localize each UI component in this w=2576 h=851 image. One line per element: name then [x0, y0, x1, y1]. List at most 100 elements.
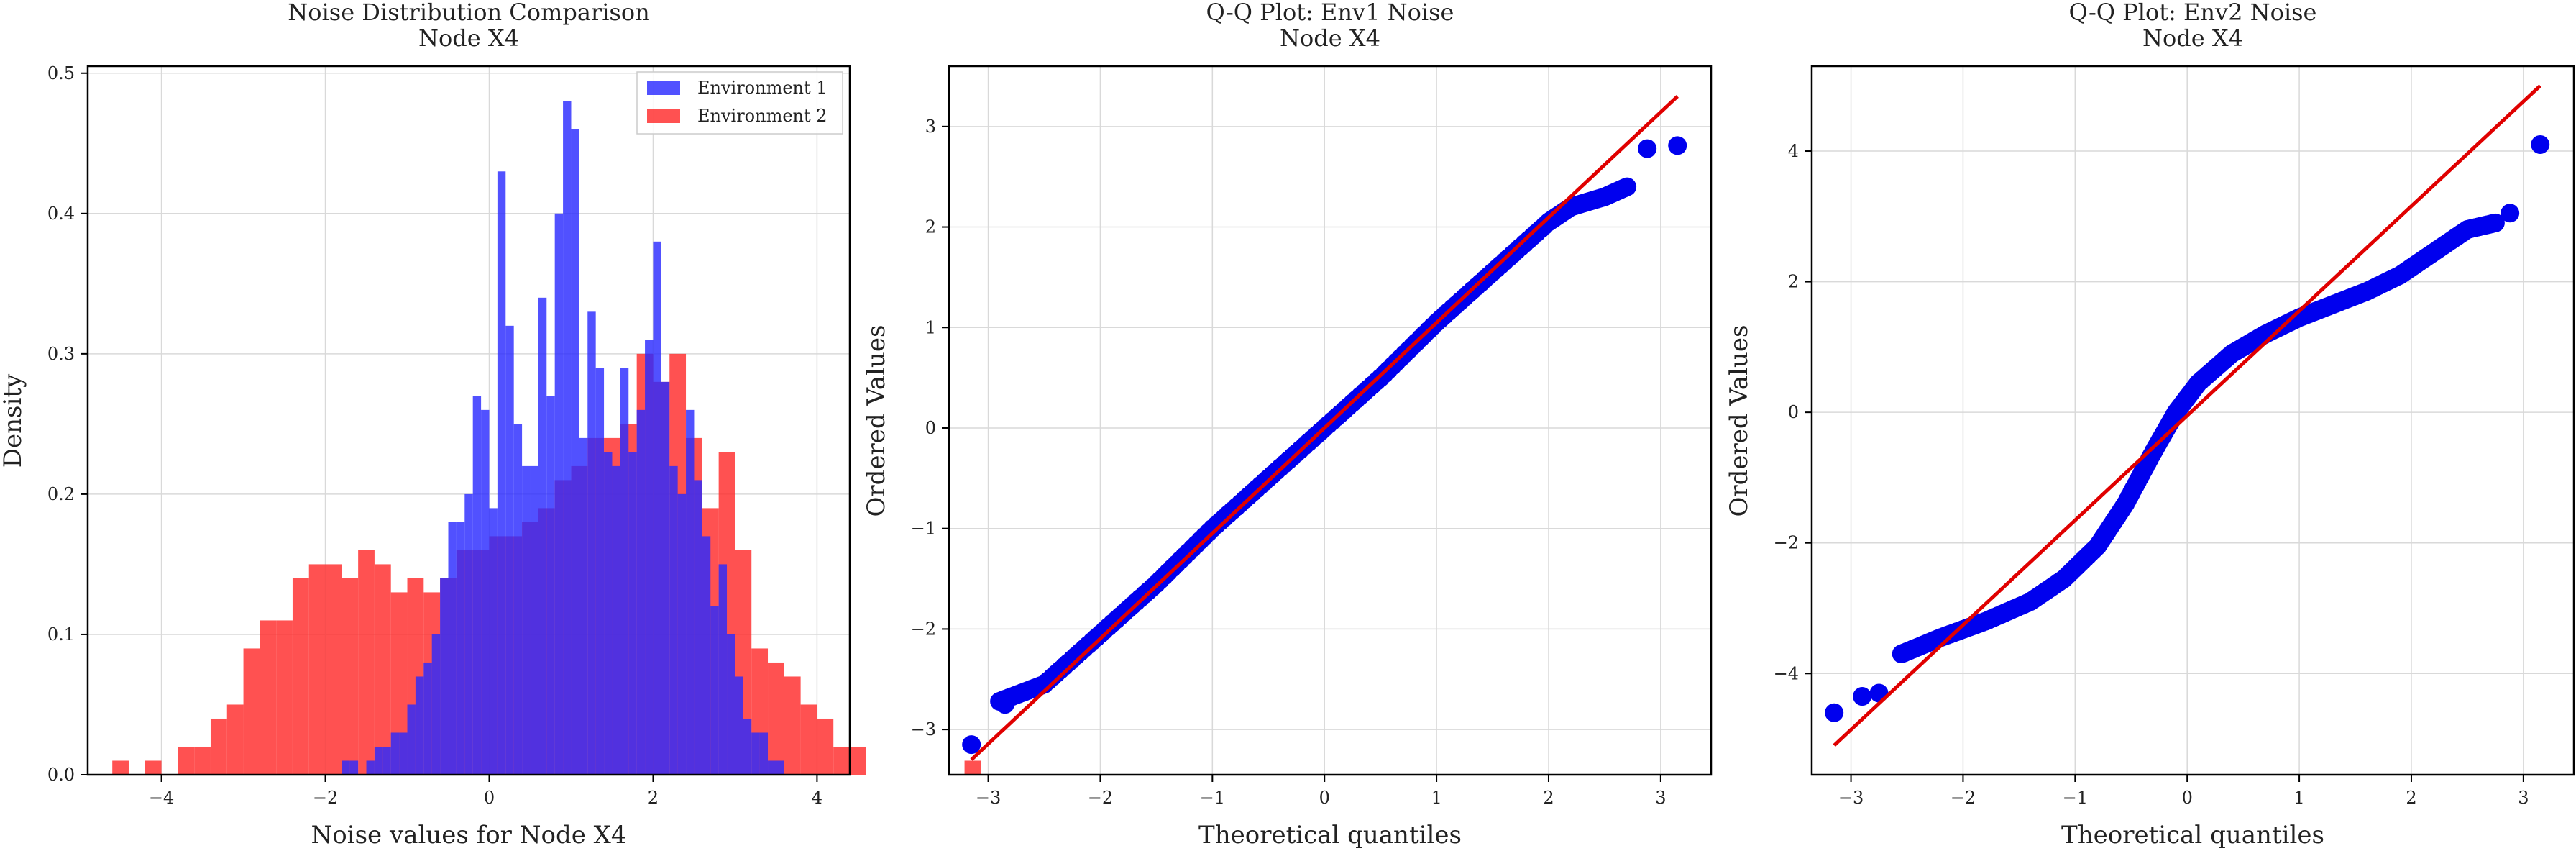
histogram-bar — [194, 746, 211, 775]
legend-swatch-environment-2 — [647, 109, 680, 123]
histogram-bar — [366, 760, 375, 775]
histogram-bar — [112, 760, 129, 775]
x-tick-label: 1 — [2293, 788, 2304, 808]
histogram-bar — [210, 718, 227, 775]
histogram-bar — [850, 746, 866, 775]
histogram-bar — [349, 760, 359, 775]
histogram-bar — [440, 578, 449, 775]
histogram-bar — [497, 171, 506, 775]
qq-env2-grid — [1812, 66, 2574, 775]
y-tick-label: −2 — [1774, 533, 1799, 553]
histogram-bar — [513, 424, 523, 775]
x-tick-label: 2 — [2406, 788, 2416, 808]
x-tick-label: 2 — [648, 788, 659, 808]
x-tick-label: −2 — [1951, 788, 1976, 808]
qq-outlier-point — [1825, 703, 1844, 722]
qq-reference-line — [1833, 84, 2541, 747]
y-tick-label: 0.2 — [47, 484, 75, 504]
y-tick-label: −1 — [911, 519, 936, 539]
histogram-x-axis-label: Noise values for Node X4 — [311, 821, 627, 850]
x-tick-label: 0 — [484, 788, 495, 808]
histogram-bar — [784, 676, 801, 775]
y-tick-label: 0.4 — [47, 204, 75, 224]
histogram-bar — [612, 465, 620, 775]
y-tick-label: 0.5 — [47, 63, 75, 83]
y-tick-label: 0.1 — [47, 624, 75, 645]
histogram-bar — [595, 368, 605, 775]
histogram-bar — [538, 297, 547, 775]
qq-env2-ticks: −3 −2 −1 0 1 2 3 −4 −2 0 2 4 — [1774, 141, 2529, 808]
histogram-bar — [686, 409, 695, 775]
qq-outlier-point — [1668, 136, 1687, 155]
x-tick-label: −3 — [976, 788, 1001, 808]
x-tick-label: −3 — [1838, 788, 1864, 808]
histogram-bar — [587, 311, 596, 775]
qq-env1-y-axis-label: Ordered Values — [862, 324, 891, 516]
histogram-bar — [579, 437, 588, 775]
histogram-bar — [546, 396, 555, 775]
histogram-bar — [563, 101, 572, 775]
histogram-bar — [964, 760, 981, 775]
histogram-bar — [833, 746, 850, 775]
histogram-bar — [178, 746, 195, 775]
histogram-bar — [390, 732, 400, 775]
qq-outlier-point — [1638, 139, 1657, 158]
y-tick-label: 4 — [1788, 141, 1799, 161]
histogram-bar — [374, 564, 391, 775]
histogram-bar — [571, 129, 579, 775]
histogram-bar — [620, 368, 629, 775]
y-tick-label: 3 — [925, 117, 936, 137]
qq-env2-fit-line — [1833, 84, 2541, 747]
histogram-legend: Environment 1 Environment 2 — [636, 71, 843, 135]
x-tick-label: 1 — [1431, 788, 1441, 808]
qq-outlier-point — [962, 735, 981, 755]
x-tick-label: −1 — [1200, 788, 1225, 808]
histogram-bar — [636, 409, 646, 775]
qq-env1-subtitle: Node X4 — [1280, 24, 1380, 52]
qq-reference-line — [970, 95, 1679, 761]
x-tick-label: −1 — [2063, 788, 2088, 808]
histogram-bar — [489, 508, 498, 775]
qq-point — [2485, 213, 2505, 232]
histogram-bar — [727, 634, 735, 775]
histogram-bar — [423, 662, 432, 775]
histogram-bar — [472, 396, 482, 775]
x-tick-label: 0 — [2182, 788, 2193, 808]
histogram-bar — [481, 409, 490, 775]
y-tick-label: 0.0 — [47, 765, 75, 785]
histogram-bar — [382, 746, 391, 775]
histogram-bar — [431, 634, 441, 775]
histogram-bar — [448, 522, 457, 775]
histogram-bar — [694, 480, 702, 775]
histogram-bar — [522, 465, 531, 775]
histogram-bar — [735, 676, 743, 775]
histogram-bar — [751, 732, 760, 775]
histogram-bar — [399, 732, 408, 775]
histogram-bar — [604, 452, 613, 775]
qq-point — [1618, 177, 1637, 196]
histogram-bar — [669, 465, 678, 775]
x-tick-label: 3 — [2518, 788, 2529, 808]
x-tick-label: 3 — [1655, 788, 1666, 808]
histogram-bar — [759, 732, 769, 775]
histogram-bar — [308, 564, 326, 775]
histogram-bar — [817, 718, 834, 775]
histogram-bar — [743, 718, 752, 775]
histogram-title: Noise Distribution Comparison — [288, 0, 649, 26]
y-tick-label: 0.3 — [47, 344, 75, 364]
histogram-bar — [374, 746, 383, 775]
y-tick-label: −4 — [1774, 663, 1799, 683]
histogram-bar — [710, 606, 719, 775]
qq-env1-plot-frame — [948, 65, 1713, 776]
legend-swatch-environment-1 — [647, 81, 680, 95]
histogram-bar — [342, 760, 350, 775]
histogram-bar — [776, 760, 784, 775]
histogram-bar — [342, 578, 359, 775]
x-tick-label: 2 — [1543, 788, 1554, 808]
histogram-bar — [661, 381, 670, 775]
histogram-bar — [243, 648, 260, 775]
histogram-bar — [554, 213, 564, 775]
histogram-bar — [464, 493, 473, 775]
histogram-bar — [768, 760, 776, 775]
histogram-bar — [645, 340, 654, 775]
